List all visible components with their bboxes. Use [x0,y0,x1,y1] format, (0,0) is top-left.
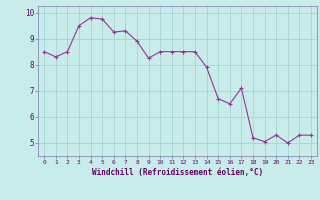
X-axis label: Windchill (Refroidissement éolien,°C): Windchill (Refroidissement éolien,°C) [92,168,263,177]
